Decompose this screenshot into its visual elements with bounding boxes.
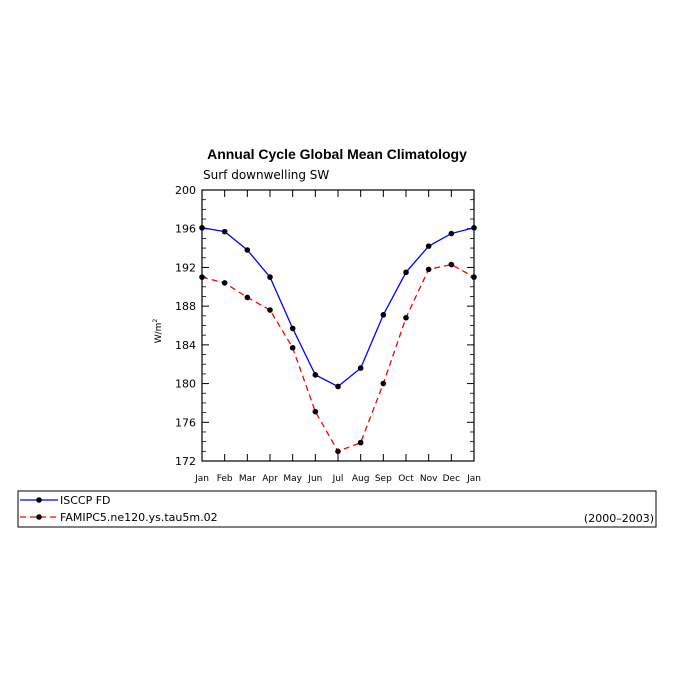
x-tick-label: Jun <box>307 474 322 484</box>
legend-period: (2000–2003) <box>584 512 654 525</box>
y-axis: 172 176 180 184 188 192 196 200 <box>175 184 474 468</box>
x-tick-label: Jan <box>194 474 209 484</box>
series-1-point <box>357 365 364 371</box>
series-1-point <box>312 372 319 378</box>
series-2-point <box>380 380 387 387</box>
y-tick-label: 196 <box>175 223 196 236</box>
legend-label-1: ISCCP FD <box>60 494 111 507</box>
series-2-point <box>312 408 319 415</box>
legend: ISCCP FD FAMIPC5.ne120.ys.tau5m.02 (2000–… <box>17 490 657 528</box>
y-axis-label: W/m2 <box>152 319 164 344</box>
svg-text:W/m2: W/m2 <box>152 319 164 344</box>
plot-series <box>199 224 477 455</box>
chart-subtitle: Surf downwelling SW <box>203 168 329 182</box>
chart-title: Annual Cycle Global Mean Climatology <box>207 146 467 162</box>
series-line-2 <box>201 263 475 453</box>
series-2-point <box>448 261 455 268</box>
x-tick-label: Mar <box>239 474 256 484</box>
y-axis-label-sup: 2 <box>152 319 159 323</box>
series-1-point <box>289 325 296 332</box>
legend-box <box>17 490 657 528</box>
x-tick-label: Jan <box>466 474 481 484</box>
y-tick-label: 172 <box>175 455 196 468</box>
series-1-point <box>267 274 273 280</box>
x-tick-label: Jul <box>332 474 344 484</box>
series-2-point <box>425 266 432 273</box>
series-1-point <box>425 243 432 249</box>
series-2-point <box>403 314 409 321</box>
x-tick-label: Nov <box>420 474 438 484</box>
y-tick-label: 192 <box>175 261 196 274</box>
series-2-point <box>335 448 341 455</box>
series-2-point <box>244 294 251 301</box>
series-2-point <box>289 344 296 351</box>
series-2-point <box>221 280 228 286</box>
series-line-1 <box>201 227 475 388</box>
legend-marker-2 <box>36 514 42 520</box>
y-tick-label: 184 <box>175 339 196 352</box>
y-tick-label: 188 <box>175 300 196 313</box>
y-tick-label: 180 <box>175 378 196 391</box>
series-1-point <box>221 228 228 235</box>
legend-label-2: FAMIPC5.ne120.ys.tau5m.02 <box>60 511 218 524</box>
series-2-point <box>357 439 364 446</box>
y-axis-label-text: W/m <box>154 323 164 344</box>
series-2-point <box>267 307 273 313</box>
x-tick-label: Feb <box>217 474 233 484</box>
x-tick-label: Oct <box>398 474 414 484</box>
x-tick-label: May <box>283 474 302 484</box>
x-axis: Jan Feb Mar Apr May Jun Jul Aug Sep Oct Nov Dec Jan <box>194 190 481 484</box>
series-1-point <box>448 230 455 237</box>
series-1-point <box>335 383 341 390</box>
x-tick-label: Sep <box>375 474 392 484</box>
x-tick-label: Apr <box>262 474 278 484</box>
y-tick-label: 200 <box>175 184 196 197</box>
x-tick-label: Dec <box>443 474 460 484</box>
plot-frame <box>201 189 475 462</box>
y-tick-label: 176 <box>175 416 196 429</box>
series-1-point <box>380 312 387 318</box>
legend-marker-1 <box>36 497 42 503</box>
series-1-point <box>403 269 409 276</box>
series-1-point <box>244 247 251 253</box>
x-tick-label: Aug <box>352 474 370 484</box>
